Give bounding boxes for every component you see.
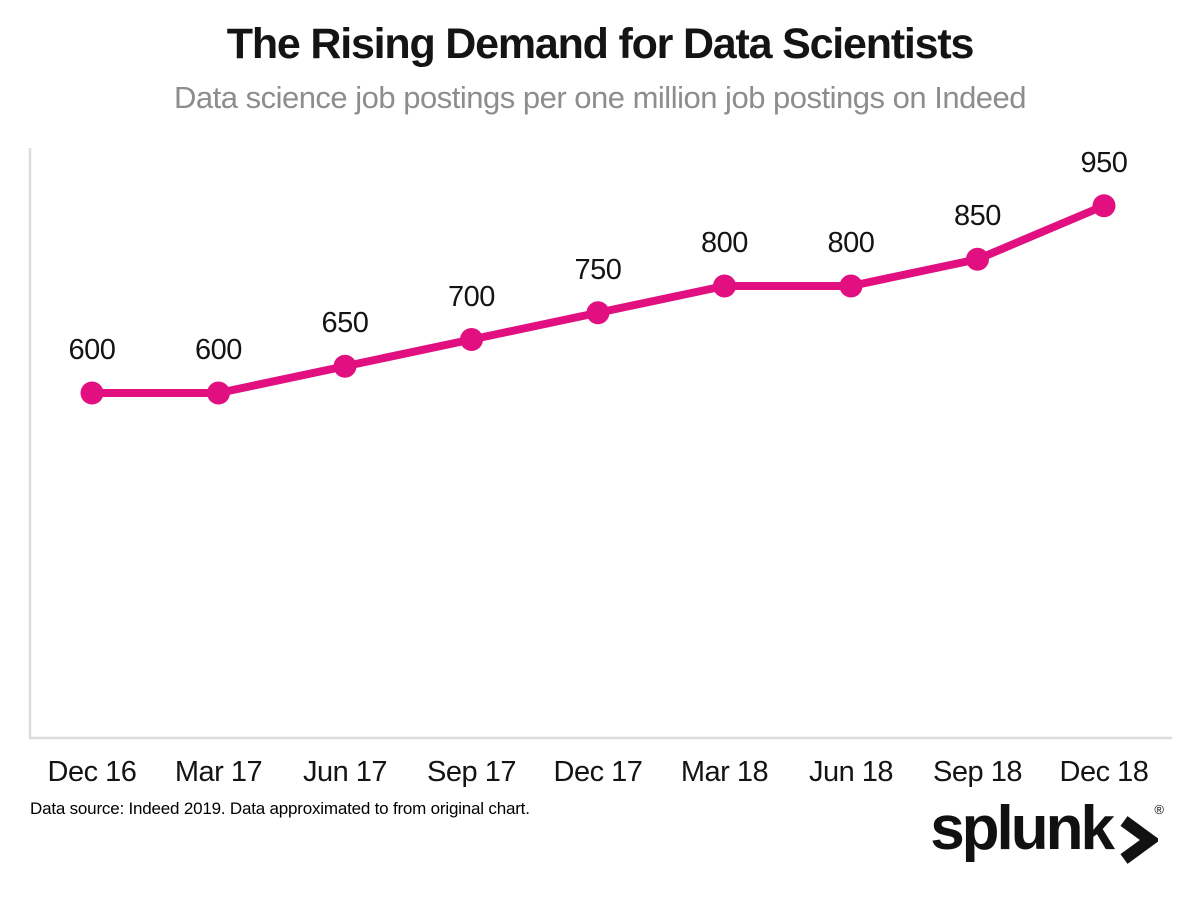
data-point-value-label: 650 (321, 307, 369, 340)
splunk-logo: splunk ® (930, 798, 1164, 876)
splunk-logo-text: splunk (930, 794, 1115, 863)
data-point-marker (713, 274, 736, 298)
x-axis-tick-label: Sep 18 (933, 756, 1022, 788)
splunk-chevron-wrap: ® (1118, 802, 1164, 866)
data-source-note: Data source: Indeed 2019. Data approxima… (30, 799, 530, 818)
data-point-value-label: 800 (701, 227, 748, 259)
registered-trademark-symbol: ® (1154, 802, 1164, 817)
data-point-value-label: 800 (827, 227, 875, 259)
data-point-marker (1092, 194, 1116, 218)
data-point-value-label: 850 (954, 200, 1001, 233)
x-axis-tick-label: Sep 17 (427, 756, 516, 788)
x-axis-tick-label: Dec 18 (1059, 756, 1149, 788)
data-point-value-label: 700 (448, 280, 495, 313)
x-axis-tick-label: Jun 17 (302, 756, 388, 788)
splunk-chevron-icon (1120, 816, 1158, 864)
data-point-marker (333, 354, 357, 378)
chart-subtitle: Data science job postings per one millio… (173, 80, 1027, 115)
data-point-marker (966, 247, 989, 271)
x-axis-tick-label: Mar 18 (680, 756, 769, 788)
data-point-value-label: 600 (195, 334, 242, 366)
data-point-value-label: 600 (68, 334, 116, 366)
x-axis-tick-label: Mar 17 (174, 756, 263, 788)
data-point-marker (839, 274, 863, 298)
data-point-marker (207, 381, 230, 405)
chart-title: The Rising Demand for Data Scientists (226, 20, 975, 68)
x-axis-tick-label: Dec 16 (47, 756, 137, 788)
data-point-value-label: 950 (1080, 146, 1128, 179)
data-point-marker (80, 381, 104, 405)
data-point-marker (586, 301, 610, 325)
x-axis-tick-label: Jun 18 (808, 756, 894, 788)
data-point-marker (460, 328, 483, 351)
x-axis-tick-label: Dec 17 (553, 756, 643, 788)
data-point-value-label: 750 (574, 253, 622, 286)
